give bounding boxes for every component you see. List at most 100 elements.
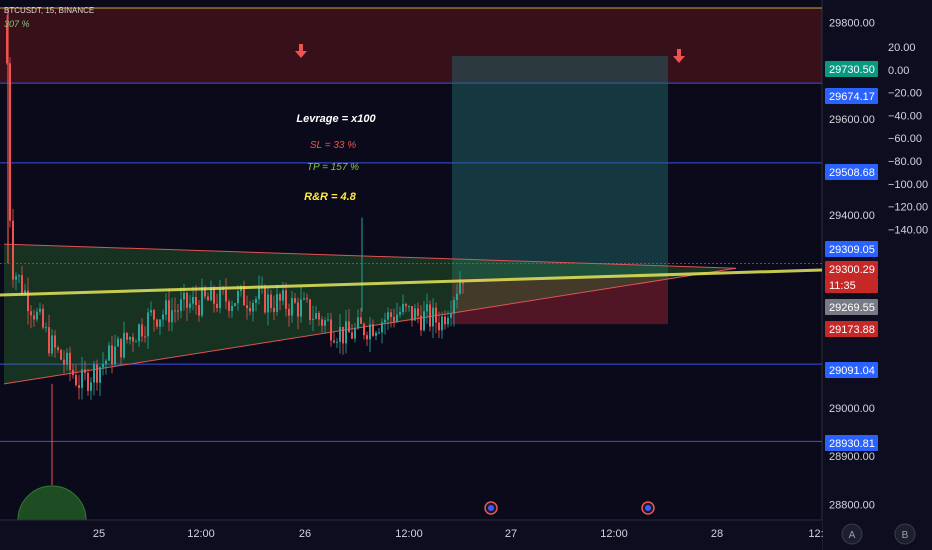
candle xyxy=(450,313,452,318)
price-label-badge xyxy=(825,241,878,257)
candle xyxy=(30,311,32,316)
price-label-badge xyxy=(825,88,878,104)
wedge-upper-line xyxy=(3,243,737,269)
candle xyxy=(120,338,122,358)
candle xyxy=(423,311,425,331)
candle xyxy=(255,299,257,303)
candle xyxy=(81,369,83,388)
candle xyxy=(60,349,62,360)
candle xyxy=(297,302,299,317)
candle xyxy=(228,301,230,311)
candle xyxy=(435,307,437,323)
candle xyxy=(144,336,146,338)
candle xyxy=(177,310,179,312)
plot-area xyxy=(0,0,822,520)
candle xyxy=(381,322,383,333)
price-label-badge xyxy=(825,277,878,293)
candle xyxy=(87,372,89,391)
price-label-text: 29173.88 xyxy=(829,324,875,336)
price-label-badge xyxy=(825,362,878,378)
price-label-badge xyxy=(825,261,878,277)
time-axis-panel xyxy=(0,520,822,550)
candle xyxy=(93,364,95,383)
candle xyxy=(96,364,98,383)
tp-label: TP = 157 % xyxy=(307,162,359,173)
price-label-badge xyxy=(825,164,878,180)
candle xyxy=(231,305,233,311)
candle xyxy=(36,311,38,320)
indicator-tick-label: −140.00 xyxy=(888,224,928,236)
price-tick-label: 28900.00 xyxy=(829,451,875,463)
candle xyxy=(171,310,173,323)
take-profit-zone xyxy=(452,55,668,279)
candle xyxy=(306,298,308,300)
indicator-tick-label: −120.00 xyxy=(888,202,928,214)
candle xyxy=(366,335,368,340)
candle xyxy=(72,369,74,376)
candle xyxy=(225,290,227,302)
candle xyxy=(387,312,389,320)
stop-loss-zone xyxy=(452,278,668,325)
candle xyxy=(390,312,392,317)
candle xyxy=(201,287,203,316)
indicator-tick-label: −100.00 xyxy=(888,179,928,191)
candle xyxy=(183,292,185,300)
candle xyxy=(213,287,215,304)
candle xyxy=(327,319,329,321)
candle xyxy=(414,308,416,321)
price-label-badge xyxy=(825,321,878,337)
candle xyxy=(321,319,323,326)
candle xyxy=(138,324,140,342)
candle xyxy=(462,282,464,284)
price-label-text: 29508.68 xyxy=(829,167,875,179)
candle xyxy=(252,302,254,312)
candle xyxy=(405,303,407,307)
indicator-tick-label: −20.00 xyxy=(888,88,922,100)
indicator-half-circle xyxy=(17,485,87,521)
time-tick-label: 25 xyxy=(93,528,105,540)
candle xyxy=(78,385,80,388)
candle xyxy=(132,336,134,342)
candle xyxy=(156,319,158,327)
candle xyxy=(117,338,119,347)
candle xyxy=(39,308,41,312)
price-tick-label: 29000.00 xyxy=(829,403,875,415)
axis-button xyxy=(894,523,916,545)
candle xyxy=(300,299,302,317)
candle xyxy=(189,303,191,308)
time-tick-label: 26 xyxy=(299,528,311,540)
candle xyxy=(90,382,92,391)
price-tick-label: 28800.00 xyxy=(829,499,875,511)
candle xyxy=(438,322,440,331)
candle xyxy=(186,292,188,308)
candle xyxy=(276,294,278,312)
candle xyxy=(315,313,317,319)
candle xyxy=(15,276,17,280)
candle xyxy=(342,326,344,344)
candle xyxy=(456,293,458,301)
candle xyxy=(192,297,194,304)
candle xyxy=(369,324,371,340)
candle xyxy=(234,303,236,306)
candle xyxy=(6,22,8,64)
indicator-tick-label: 0.00 xyxy=(888,65,909,77)
indicator-tick-label: −40.00 xyxy=(888,110,922,122)
time-tick-label: 12:00 xyxy=(600,528,628,540)
time-tick-label: 12:00 xyxy=(395,528,423,540)
candle xyxy=(426,304,428,312)
candle xyxy=(333,340,335,343)
trend-line xyxy=(0,268,823,297)
candle xyxy=(174,310,176,312)
candle xyxy=(153,310,155,320)
down-arrow-icon xyxy=(295,44,307,58)
candle xyxy=(357,317,359,328)
candle xyxy=(309,299,311,320)
candle xyxy=(282,290,284,301)
price-label-text: 11:35 xyxy=(829,280,856,292)
price-label-text: 29309.05 xyxy=(829,244,875,256)
candle xyxy=(129,336,131,340)
candle xyxy=(348,321,350,333)
candle xyxy=(33,315,35,320)
